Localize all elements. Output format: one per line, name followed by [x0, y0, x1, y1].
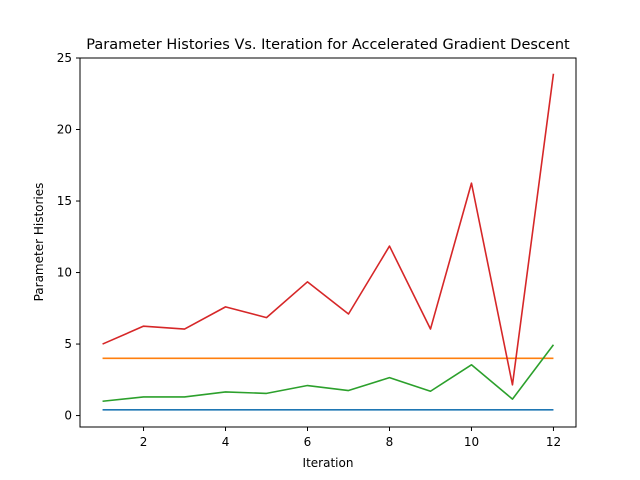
x-tick-label: 4 [222, 435, 230, 449]
series-line-4 [102, 73, 555, 386]
y-tick-label: 10 [57, 266, 72, 280]
x-axis-label: Iteration [303, 456, 354, 470]
x-tick-label: 2 [140, 435, 148, 449]
axes-layer: 2 4 6 8 10 12 0 5 10 15 20 25 [57, 51, 577, 449]
plot-frame [79, 57, 577, 428]
x-tick-label: 6 [304, 435, 312, 449]
chart-title: Parameter Histories Vs. Iteration for Ac… [86, 37, 570, 53]
y-tick-label: 15 [57, 194, 72, 208]
series-layer [102, 73, 555, 411]
series-line-3 [102, 344, 555, 403]
x-tick-label: 10 [464, 435, 479, 449]
y-tick-label: 5 [64, 337, 72, 351]
x-tick-label: 12 [546, 435, 561, 449]
x-tick-label: 8 [386, 435, 394, 449]
y-tick-label: 0 [64, 409, 72, 423]
y-axis-label: Parameter Histories [32, 183, 46, 302]
y-tick-label: 20 [57, 123, 72, 137]
y-tick-label: 25 [57, 51, 72, 65]
